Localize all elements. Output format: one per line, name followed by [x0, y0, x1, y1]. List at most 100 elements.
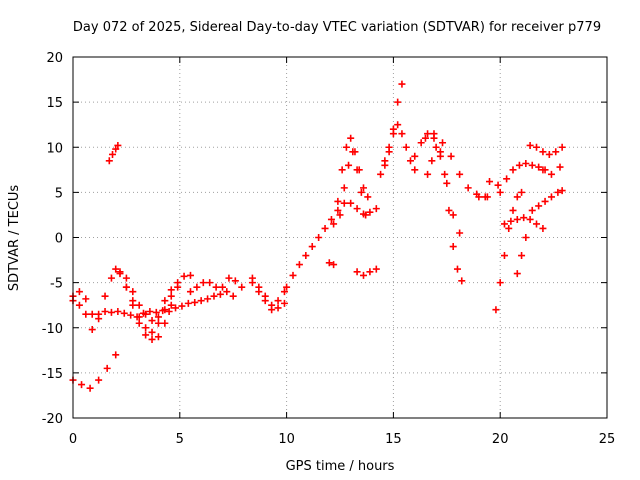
data-point — [556, 163, 564, 171]
series-track-19 — [353, 265, 380, 279]
data-point — [327, 215, 335, 223]
data-point — [122, 274, 130, 282]
data-point — [520, 214, 528, 222]
data-point — [191, 298, 199, 306]
series-track-10 — [248, 279, 288, 314]
x-tick-label: 20 — [492, 432, 509, 447]
data-point — [238, 283, 246, 291]
data-point — [389, 130, 397, 138]
data-point — [142, 331, 150, 339]
data-point — [377, 170, 385, 178]
y-tick-labels: -20 -15 -10 -5 0 5 10 15 20 — [42, 51, 63, 427]
data-point — [509, 166, 517, 174]
data-point — [424, 170, 432, 178]
data-point — [492, 306, 500, 314]
x-tick-labels: 0 5 10 15 20 25 — [69, 432, 615, 447]
series-track-9 — [248, 274, 288, 312]
series-track-18 — [421, 130, 489, 201]
series-track-24 — [513, 234, 530, 278]
data-point — [507, 217, 515, 225]
data-point — [526, 215, 534, 223]
data-point — [443, 179, 451, 187]
data-point — [475, 193, 483, 201]
data-point — [417, 139, 425, 147]
y-tick-label: 5 — [55, 186, 63, 201]
data-point — [362, 211, 370, 219]
data-point — [509, 206, 517, 214]
data-point — [372, 205, 380, 213]
data-point — [165, 308, 173, 316]
y-tick-label: -20 — [42, 412, 63, 427]
data-point — [161, 297, 169, 305]
data-point — [347, 199, 355, 207]
data-point — [78, 381, 86, 389]
data-point — [186, 271, 194, 279]
data-point — [528, 206, 536, 214]
data-point — [338, 166, 346, 174]
series-track-27 — [539, 163, 564, 178]
data-point — [135, 313, 143, 321]
data-point — [441, 170, 449, 178]
y-tick-label: 20 — [46, 51, 63, 66]
data-point — [135, 301, 143, 309]
data-point — [539, 166, 547, 174]
series-track-4 — [69, 265, 120, 334]
y-tick-label: -10 — [42, 322, 63, 337]
data-point — [206, 279, 214, 287]
data-point — [283, 283, 291, 291]
data-point — [268, 306, 276, 314]
data-point — [229, 292, 237, 300]
data-point — [445, 206, 453, 214]
data-point — [381, 157, 389, 165]
data-point — [204, 295, 212, 303]
data-point — [330, 220, 338, 228]
data-point — [107, 274, 115, 282]
data-point — [114, 308, 122, 316]
data-point — [500, 220, 508, 228]
data-point — [148, 317, 156, 325]
data-point — [302, 252, 310, 260]
data-point — [547, 170, 555, 178]
grid — [73, 57, 607, 418]
data-point — [112, 145, 120, 153]
data-point — [154, 319, 162, 327]
data-point — [526, 141, 534, 149]
data-point — [515, 161, 523, 169]
series-track-8 — [186, 274, 246, 296]
data-point — [142, 324, 150, 332]
data-point — [541, 197, 549, 205]
data-point — [436, 148, 444, 156]
series-track-7 — [122, 283, 175, 336]
data-point — [180, 272, 188, 280]
data-point — [424, 130, 432, 138]
data-point — [359, 271, 367, 279]
data-point — [280, 288, 288, 296]
data-point — [95, 376, 103, 384]
data-point — [219, 283, 227, 291]
data-point — [315, 234, 323, 241]
data-point — [505, 224, 513, 232]
data-point — [321, 224, 329, 232]
data-point — [103, 364, 111, 372]
y-tick-label: -15 — [42, 367, 63, 382]
data-point — [129, 288, 137, 296]
data-point — [82, 310, 90, 318]
data-point — [533, 220, 541, 228]
data-point — [336, 211, 344, 219]
series-track-2 — [105, 141, 122, 165]
data-point — [353, 205, 361, 213]
data-point — [372, 265, 380, 273]
series-track-21 — [492, 188, 526, 314]
data-point — [193, 283, 201, 291]
data-point — [167, 286, 175, 294]
data-point — [127, 311, 135, 319]
data-point — [199, 279, 207, 287]
data-point — [535, 202, 543, 210]
data-point — [184, 299, 192, 307]
series-track-14 — [377, 80, 406, 178]
data-point — [107, 308, 115, 316]
series-track-25 — [526, 141, 566, 158]
data-point — [406, 157, 414, 165]
data-point — [366, 268, 374, 276]
